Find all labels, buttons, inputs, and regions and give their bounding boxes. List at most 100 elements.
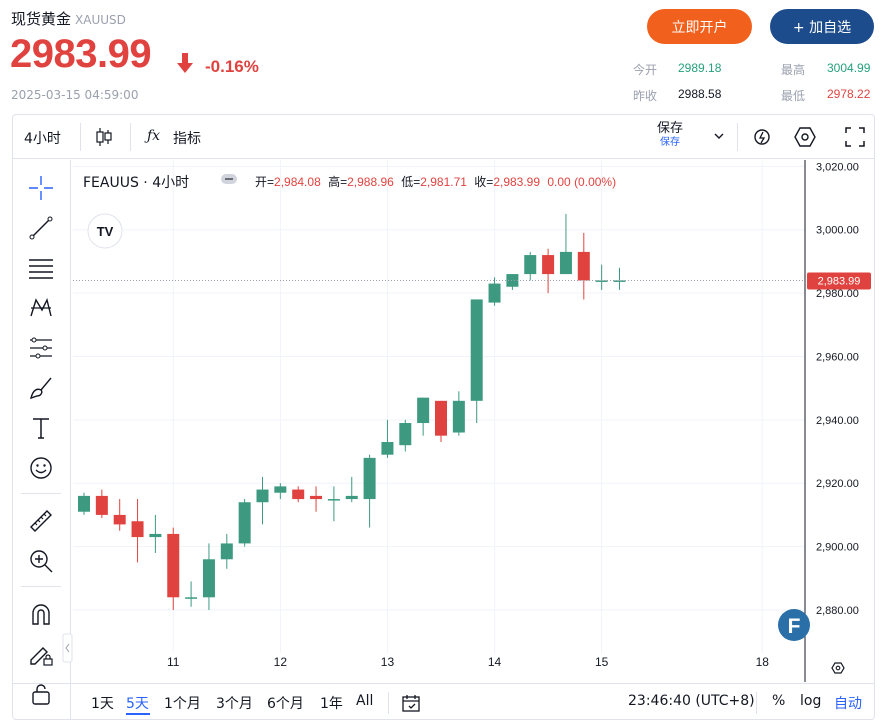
candle-body xyxy=(595,280,608,282)
candle-body xyxy=(506,274,519,287)
candle-body xyxy=(185,597,198,599)
candle xyxy=(149,514,162,553)
svg-text:F: F xyxy=(788,615,801,638)
candle-body xyxy=(435,400,447,436)
candle-body xyxy=(274,486,287,493)
candle xyxy=(488,277,501,306)
candle-body xyxy=(417,397,430,424)
price-tick-label: 2,880.00 xyxy=(816,605,859,617)
candle xyxy=(310,486,323,512)
range-1d[interactable]: 1天 xyxy=(91,696,114,712)
candle xyxy=(95,489,108,519)
ruler-icon[interactable] xyxy=(27,507,55,535)
price-tick-label: 2,980.00 xyxy=(816,288,859,300)
candle-body xyxy=(202,559,215,598)
open-account-button[interactable]: 立即开户 xyxy=(647,9,752,44)
price-tick-label: 3,020.00 xyxy=(816,161,859,173)
last-price: 2983.99 xyxy=(10,32,152,76)
candle-body xyxy=(542,255,555,275)
range-1y[interactable]: 1年 xyxy=(320,696,343,712)
close-label-legend: 收 xyxy=(474,175,487,189)
arrow-down-icon xyxy=(177,53,193,73)
chart-clock[interactable]: 23:46:40 (UTC+8) xyxy=(628,693,755,709)
time-tick-label: 11 xyxy=(167,655,180,669)
save-button[interactable]: 保存 保存 xyxy=(657,122,683,150)
candle xyxy=(220,533,233,569)
candle xyxy=(238,499,251,547)
candle-body xyxy=(78,495,90,512)
candle xyxy=(524,251,537,281)
candle-body xyxy=(292,489,305,500)
brush-icon[interactable] xyxy=(27,374,55,402)
calendar-range-icon[interactable] xyxy=(400,692,422,714)
chevron-down-icon[interactable] xyxy=(713,130,725,142)
candle xyxy=(185,581,198,607)
auto-scale-toggle[interactable]: 自动 xyxy=(834,696,862,712)
settings-icon[interactable] xyxy=(793,126,817,148)
low-label-legend: 低 xyxy=(401,175,414,189)
candle xyxy=(577,232,590,300)
text-icon[interactable] xyxy=(27,414,55,442)
range-all[interactable]: All xyxy=(356,693,374,709)
fullscreen-icon[interactable] xyxy=(845,127,865,147)
candle-body xyxy=(488,283,501,303)
candle-body xyxy=(363,457,376,500)
candle xyxy=(256,476,269,525)
candle-body xyxy=(131,521,144,538)
high-value: 3004.99 xyxy=(827,61,871,75)
candle-type-icon[interactable] xyxy=(95,127,113,147)
trend-line-icon[interactable] xyxy=(27,214,55,242)
quick-search-icon[interactable] xyxy=(751,126,773,148)
price-tick-label: 2,960.00 xyxy=(816,351,859,363)
instrument-name: 现货黄金 xyxy=(11,10,72,28)
save-sub-label: 保存 xyxy=(660,137,680,148)
candlestick-series xyxy=(78,213,626,610)
log-scale-toggle[interactable]: log xyxy=(800,693,822,709)
candle xyxy=(167,527,180,610)
collapse-legend-button[interactable] xyxy=(221,174,237,184)
range-6m[interactable]: 6个月 xyxy=(267,696,304,712)
today-open-value: 2989.18 xyxy=(678,61,722,75)
tradingview-logo[interactable]: TV xyxy=(87,213,123,249)
candle-body xyxy=(327,499,340,501)
magnet-icon[interactable] xyxy=(27,600,55,628)
candle-body xyxy=(577,251,590,281)
price-change-pct: -0.16% xyxy=(205,57,259,76)
emoji-icon[interactable] xyxy=(27,454,55,482)
pattern-icon[interactable] xyxy=(27,294,55,322)
candle-body xyxy=(149,533,162,538)
range-5d[interactable]: 5天 xyxy=(126,696,149,712)
interval-selector[interactable]: 4小时 xyxy=(24,131,61,147)
toolbar-divider xyxy=(130,123,131,151)
candle-body xyxy=(310,495,323,500)
instrument-symbol: XAUUSD xyxy=(75,13,126,27)
zoom-in-icon[interactable] xyxy=(27,547,55,575)
range-3m[interactable]: 3个月 xyxy=(216,696,253,712)
indicators-button[interactable]: 指标 xyxy=(173,131,201,147)
range-1m[interactable]: 1个月 xyxy=(164,696,201,712)
candle xyxy=(292,486,305,503)
crosshair-icon[interactable] xyxy=(27,174,55,202)
price-tick-label: 3,000.00 xyxy=(816,225,859,237)
add-watchlist-button[interactable]: + 加自选 xyxy=(770,9,874,44)
price-chart[interactable]: 2,880.00 2,900.00 2,920.00 2,940.00 2,960.00… xyxy=(13,160,874,683)
axis-settings-icon[interactable] xyxy=(831,662,845,674)
last-price-label: 2,983.99 xyxy=(818,275,861,287)
candle xyxy=(345,476,358,503)
time-tick-label: 15 xyxy=(595,655,609,669)
candle xyxy=(131,499,144,563)
change-value-legend: 0.00 (0.00%) xyxy=(547,175,617,189)
forecast-icon[interactable] xyxy=(27,334,55,362)
selected-range-underline xyxy=(126,713,150,715)
horizontal-lines-icon[interactable] xyxy=(27,254,55,282)
pencil-lock-icon[interactable] xyxy=(27,640,55,668)
today-open-label: 今开 xyxy=(633,63,658,77)
candle xyxy=(542,248,555,294)
collapse-handle[interactable] xyxy=(62,633,73,663)
candle xyxy=(417,397,430,436)
prev-close-value: 2988.58 xyxy=(678,87,722,101)
function-icon[interactable]: ƒx xyxy=(147,128,161,144)
percent-scale-toggle[interactable]: % xyxy=(772,693,786,709)
candle-body xyxy=(238,502,251,544)
lock-icon[interactable] xyxy=(27,680,55,708)
